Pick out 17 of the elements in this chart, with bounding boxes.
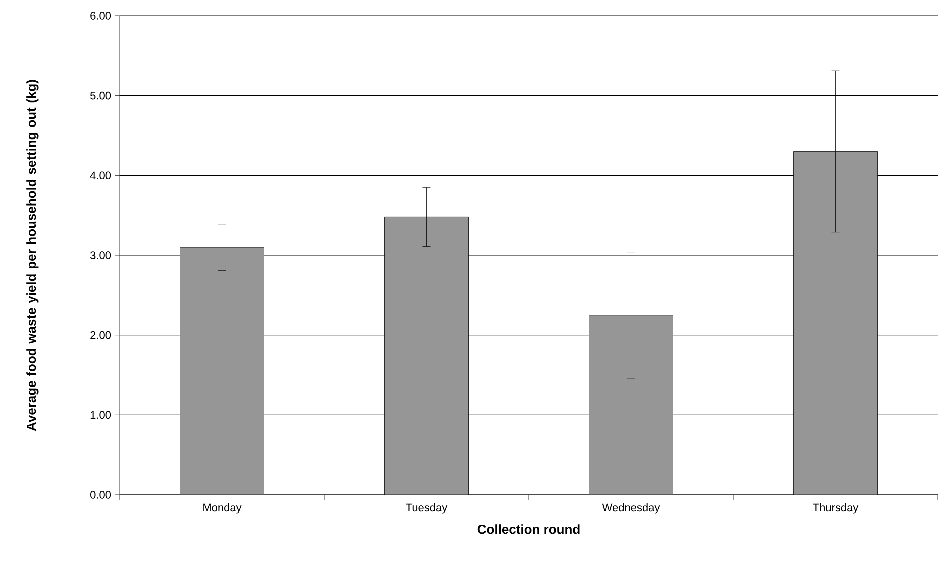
bar — [180, 247, 264, 495]
y-axis-title: Average food waste yield per household setting out (kg) — [26, 80, 39, 432]
x-tick-label: Monday — [204, 504, 242, 514]
x-tick-label: Thursday — [813, 504, 859, 514]
bar — [794, 152, 878, 495]
x-tick-label: Tuesday — [406, 504, 448, 514]
x-tick-label: Wednesday — [602, 504, 660, 514]
bar — [589, 315, 674, 495]
y-tick-label: 6.00 — [90, 12, 112, 20]
y-tick-label: 4.00 — [90, 172, 112, 180]
y-tick-label: 2.00 — [90, 331, 112, 340]
y-tick-label: 5.00 — [90, 92, 112, 100]
y-tick-label: 3.00 — [90, 252, 112, 260]
x-axis-title: Collection round — [478, 524, 580, 534]
y-tick-label: 0.00 — [90, 491, 112, 499]
y-tick-label: 1.00 — [90, 411, 112, 420]
bar — [384, 216, 469, 495]
